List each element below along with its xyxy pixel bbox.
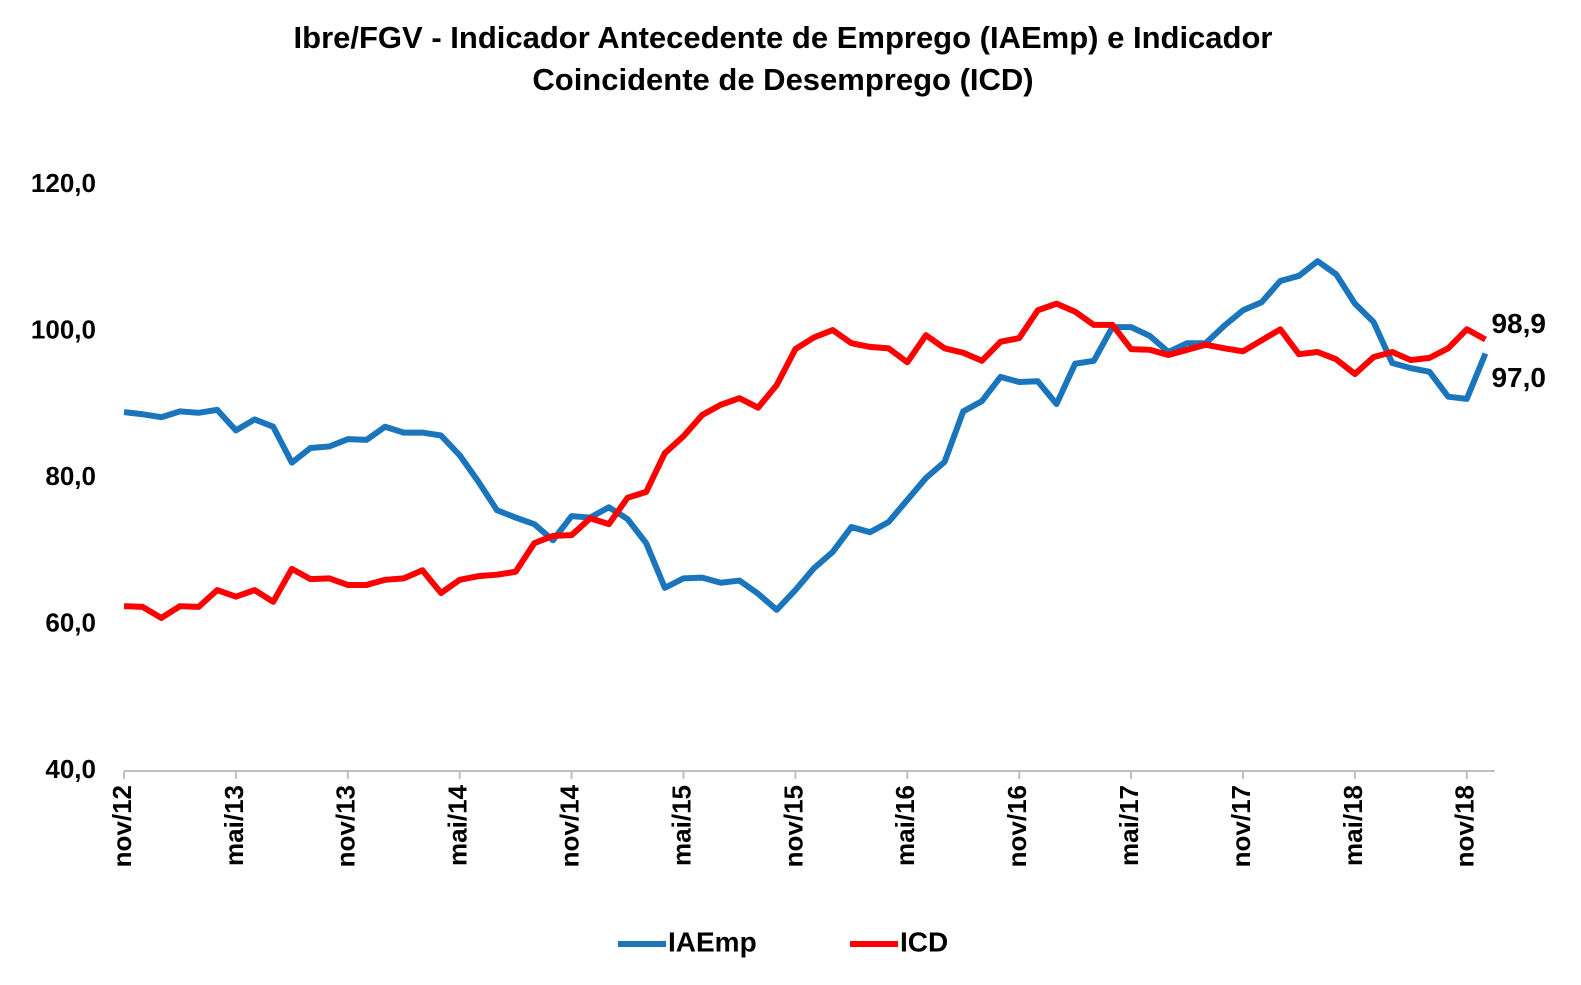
y-tick-label: 80,0: [45, 461, 96, 491]
data-label: 97,0: [1491, 362, 1546, 393]
x-tick-label: nov/14: [554, 784, 584, 867]
x-tick-label: nov/16: [1002, 785, 1032, 867]
chart-title: Ibre/FGV - Indicador Antecedente de Empr…: [294, 20, 1273, 55]
y-tick-label: 100,0: [31, 314, 96, 344]
y-tick-label: 40,0: [45, 754, 96, 784]
x-tick-label: nov/15: [778, 785, 808, 867]
x-tick-label: mai/16: [890, 785, 920, 866]
x-tick-label: mai/13: [219, 785, 249, 866]
data-label: 98,9: [1491, 308, 1546, 339]
legend-label: IAEmp: [668, 926, 757, 957]
chart-title: Coincidente de Desemprego (ICD): [532, 62, 1033, 97]
y-tick-label: 120,0: [31, 168, 96, 198]
x-tick-label: nov/13: [331, 785, 361, 867]
x-tick-label: mai/15: [666, 785, 696, 866]
series-line: [123, 258, 1489, 613]
x-tick-label: mai/17: [1114, 785, 1144, 866]
series-line: [123, 300, 1487, 621]
legend-label: ICD: [900, 926, 948, 957]
x-tick-label: nov/17: [1226, 785, 1256, 867]
x-tick-label: mai/14: [443, 784, 473, 865]
x-tick-label: mai/18: [1338, 785, 1368, 866]
x-tick-label: nov/18: [1450, 785, 1480, 867]
x-tick-label: nov/12: [107, 785, 137, 867]
y-tick-label: 60,0: [45, 607, 96, 637]
